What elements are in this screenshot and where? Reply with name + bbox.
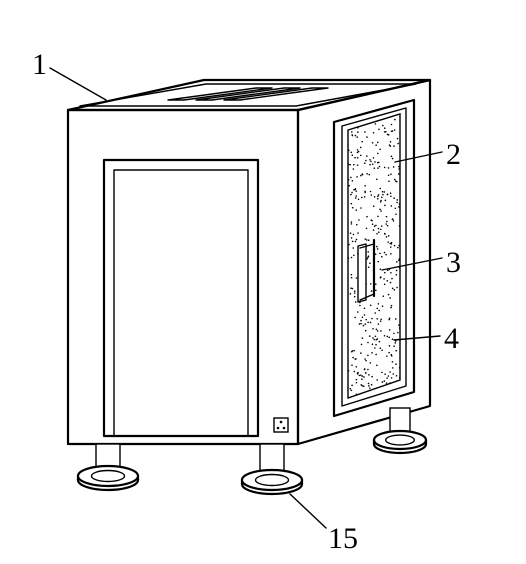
callout-15: 15 — [328, 524, 358, 554]
appliance-drawing — [0, 0, 526, 564]
callout-3: 3 — [446, 248, 461, 278]
figure: 1 2 3 4 15 — [0, 0, 526, 564]
callout-1: 1 — [32, 50, 47, 80]
callout-2: 2 — [446, 140, 461, 170]
callout-4: 4 — [444, 324, 459, 354]
